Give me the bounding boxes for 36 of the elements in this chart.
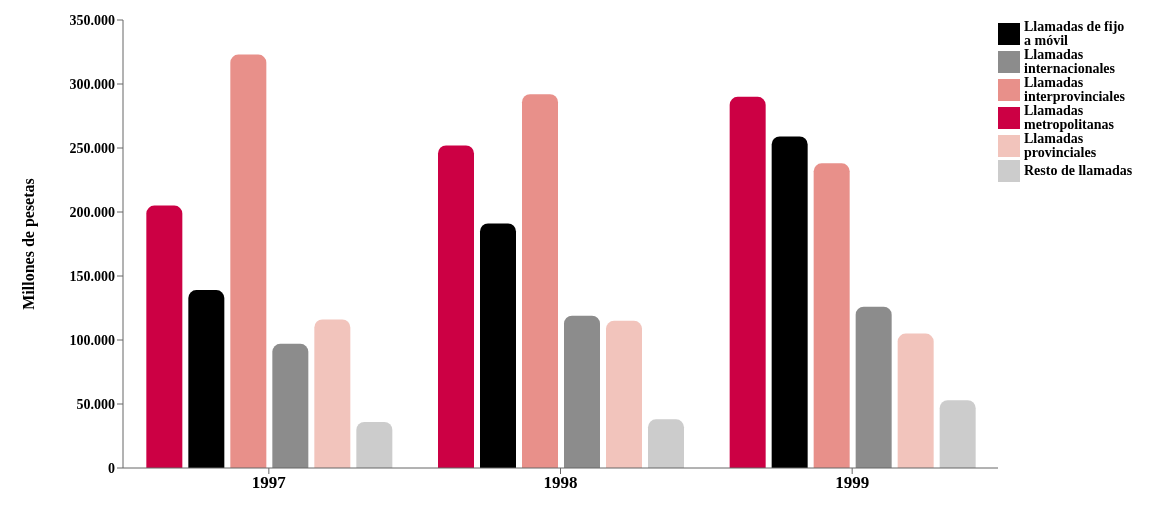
bar (564, 315, 600, 468)
legend-label: Llamadas interprovinciales (1024, 75, 1126, 104)
y-tick-label: 350.000 (69, 12, 115, 28)
bar (188, 290, 225, 468)
bar (771, 136, 808, 468)
x-tick-label: 1998 (543, 473, 578, 493)
bar (729, 96, 766, 468)
legend-label: Resto de llamadas (1024, 163, 1134, 178)
bar (272, 343, 309, 468)
y-tick-label: 200.000 (69, 204, 115, 220)
y-tick-label: 250.000 (69, 140, 115, 156)
y-tick-label: 0 (108, 460, 115, 476)
y-tick-label: 150.000 (69, 268, 115, 284)
bar (230, 54, 267, 468)
bar (939, 400, 976, 468)
bar (648, 419, 684, 468)
legend-label: Llamadas de fijo a móvil (1024, 19, 1126, 48)
bar (522, 94, 558, 468)
y-tick-label: 50.000 (76, 396, 115, 412)
bar (356, 421, 393, 468)
bar (480, 223, 516, 468)
bar (813, 163, 850, 468)
y-axis-title: Millones de pesetas (19, 178, 38, 310)
legend-label: Llamadas provinciales (1024, 131, 1097, 160)
x-tick-label: 1999 (835, 473, 870, 493)
bar (146, 205, 183, 468)
legend-label: Llamadas metropolitanas (1024, 103, 1114, 132)
bar (606, 320, 642, 468)
y-tick-label: 300.000 (69, 76, 115, 92)
bar (855, 306, 892, 468)
bar (897, 333, 934, 468)
x-tick-label: 1997 (251, 473, 287, 493)
bar (314, 319, 351, 468)
bar (438, 145, 474, 468)
legend-label: Llamadas internacionales (1024, 47, 1116, 76)
y-tick-label: 100.000 (69, 332, 115, 348)
